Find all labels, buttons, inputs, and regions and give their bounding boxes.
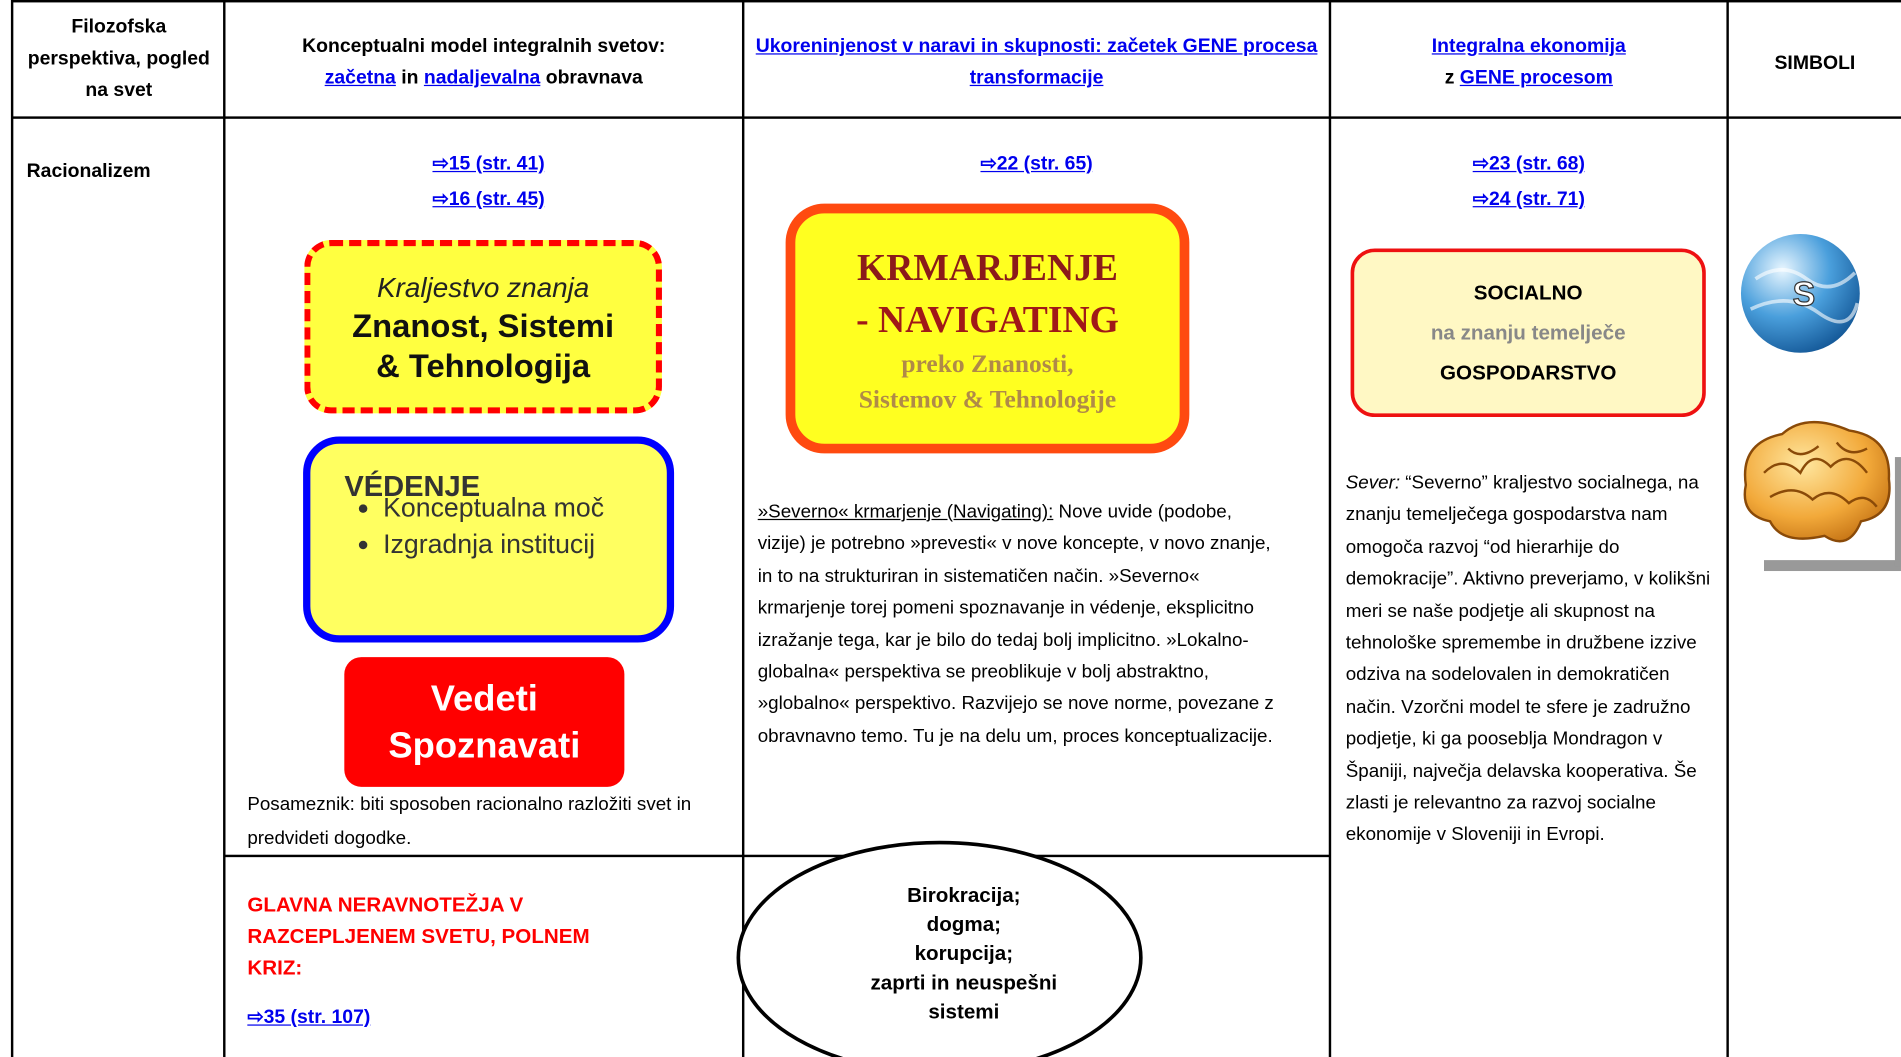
text: “Severno” kraljestvo socialnega, na znan… <box>1345 472 1711 846</box>
text: z <box>1444 67 1455 89</box>
element <box>1763 441 1878 508</box>
paragraph: Sever: “Severno” kraljestvo socialnega, … <box>1346 468 1712 852</box>
brain <box>1743 420 1891 543</box>
imbalance: GLAVNA NERAVNOTEŽJA V RAZCEPLJENEM SVETU… <box>247 893 590 980</box>
text: Nove uvide (podobe, vizije) je potrebno … <box>757 501 1274 747</box>
text: zaprti in neuspešni <box>870 971 1058 995</box>
text: VÉDENJE <box>344 470 481 504</box>
element <box>1894 457 1901 567</box>
element: ⇨22 (str. 65) <box>744 147 1328 182</box>
link[interactable]: ⇨16 (str. 45) <box>432 189 545 210</box>
border <box>223 0 226 1057</box>
lead: »Severno« krmarjenje (Navigating): <box>757 501 1054 523</box>
link[interactable]: začetna <box>324 67 396 89</box>
header-cell: Konceptualni model integralnih svetov: za… <box>226 32 742 95</box>
pedestal <box>1763 560 1901 572</box>
link[interactable]: nadaljevalna <box>423 67 541 89</box>
row-label: Racionalizem <box>26 161 151 182</box>
link[interactable]: ⇨22 (str. 65) <box>980 153 1093 175</box>
ellipse-text: Birokracija; dogma; korupcija; zaprti in ne… <box>824 881 1103 1026</box>
element <box>1749 267 1860 324</box>
text: in <box>401 67 419 89</box>
link[interactable]: GENE procesom <box>1459 67 1613 89</box>
border <box>741 0 745 1057</box>
element: Ukoreninjenost v naravi in skupnosti: za… <box>752 32 1322 95</box>
text: Sistemov & Tehnologije <box>858 384 1117 414</box>
text: KRMARJENJE <box>856 246 1118 289</box>
link[interactable]: ⇨35 (str. 107) <box>247 1007 371 1029</box>
bullet: Konceptualna moč <box>383 490 638 526</box>
lead: Sever: <box>1345 472 1401 494</box>
header-cell: Filozofska perspektiva, pogled na svet <box>27 16 210 101</box>
header-cell: Integralna ekonomija z GENE procesom <box>1331 32 1726 95</box>
globe <box>1740 233 1860 353</box>
box: SOCIALNO na znanju temelječe GOSPODARSTV… <box>1350 248 1706 418</box>
border <box>12 0 1901 3</box>
text: SOCIALNO <box>1473 281 1583 305</box>
symbols: S <box>1740 233 1901 572</box>
box: VÉDENJE Konceptualna moč Izgradnja insti… <box>303 436 675 643</box>
border <box>10 0 14 1057</box>
border <box>1328 0 1332 1057</box>
text: Konceptualni model integralnih svetov: <box>302 36 666 57</box>
link[interactable]: Integralna ekonomija <box>1431 36 1626 57</box>
link[interactable]: ⇨23 (str. 68) <box>1472 153 1585 175</box>
text: Kraljestvo znanja <box>376 270 590 303</box>
text: obravnava <box>545 67 643 89</box>
border <box>224 854 1330 858</box>
text: preko Znanosti, <box>901 349 1074 379</box>
ellipse-shape <box>736 840 1143 1057</box>
note: Posameznik: biti sposoben racionalno raz… <box>247 794 692 849</box>
border <box>1726 0 1729 1057</box>
box: Kraljestvo znanja Znanost, Sistemi & Teh… <box>304 240 662 414</box>
globe-label: S <box>1793 276 1816 314</box>
links: ⇨15 (str. 41) ⇨16 (str. 45) <box>226 147 752 217</box>
box: KRMARJENJE - NAVIGATING preko Znanosti, … <box>785 203 1190 454</box>
element: Konceptualna moč Izgradnja institucij <box>322 490 637 563</box>
link[interactable]: ⇨24 (str. 71) <box>1472 189 1585 210</box>
text: Znanost, Sistemi & Tehnologija <box>352 307 615 384</box>
text: Birokracija; <box>907 883 1021 907</box>
bullet: Izgradnja institucij <box>383 526 638 562</box>
link[interactable]: ⇨15 (str. 41) <box>432 153 545 175</box>
element: ⇨35 (str. 107) <box>247 1003 370 1035</box>
text: dogma; <box>926 912 1002 936</box>
header-cell: SIMBOLI <box>1774 53 1856 74</box>
text: - NAVIGATING <box>856 298 1119 341</box>
element <box>736 840 1143 1057</box>
text: sistemi <box>928 1000 1000 1024</box>
text: korupcija; <box>914 942 1014 966</box>
link[interactable]: Ukoreninjenost v naravi in skupnosti: za… <box>755 36 1318 89</box>
text: na znanju temelječe <box>1430 321 1626 345</box>
paragraph: »Severno« krmarjenje (Navigating): Nove … <box>758 497 1282 753</box>
border <box>12 116 1901 119</box>
text: GOSPODARSTVO <box>1440 361 1617 385</box>
links: ⇨23 (str. 68) ⇨24 (str. 71) <box>1331 147 1726 217</box>
box: Vedeti Spoznavati <box>344 657 625 787</box>
